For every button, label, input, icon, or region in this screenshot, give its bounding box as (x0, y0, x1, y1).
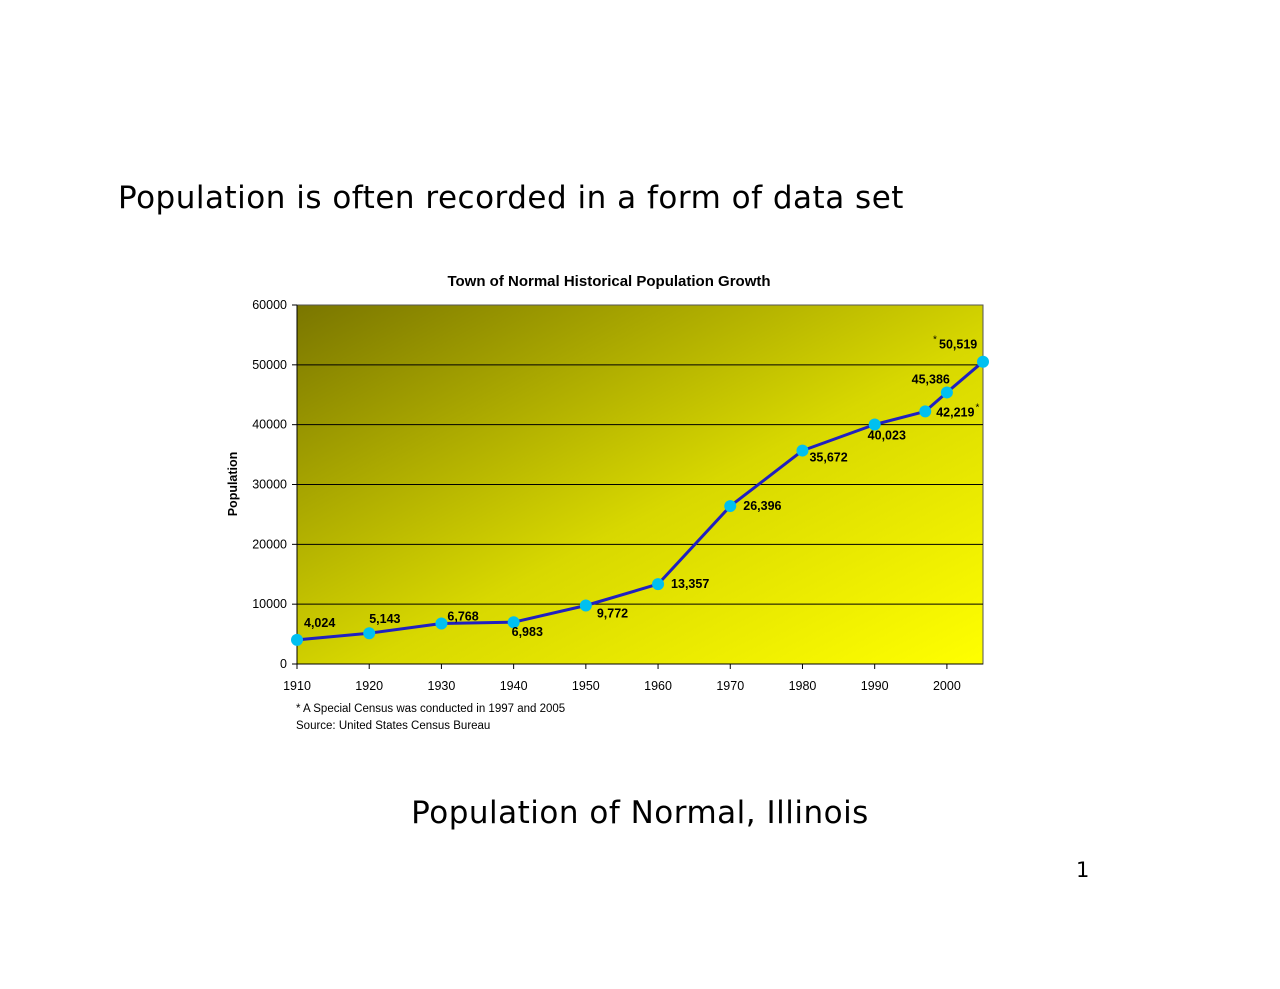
data-label: 50,519 (939, 338, 977, 352)
chart-footnotes: * A Special Census was conducted in 1997… (296, 703, 565, 732)
data-point (977, 355, 989, 368)
x-tick-label: 1960 (644, 679, 672, 693)
population-series: 4,024 5,143 6,768 6,983 9,772 13,357 26,396 35,… (291, 335, 989, 646)
y-tick-label: 40000 (252, 418, 287, 432)
x-tick-label: 1940 (500, 679, 528, 693)
page-number: 1 (1076, 858, 1090, 882)
population-line-chart: Town of Normal Historical Population Gro… (226, 273, 989, 732)
data-label: 35,672 (809, 451, 847, 465)
data-label: 4,024 (304, 616, 335, 630)
data-point (507, 616, 520, 629)
y-axis-title: Population (226, 452, 240, 517)
x-tick-label: 1980 (789, 679, 817, 693)
special-census-marker: * (933, 335, 937, 346)
data-point (291, 633, 303, 646)
x-tick-label: 1950 (572, 679, 600, 693)
gridlines (297, 364, 983, 605)
x-tick-label: 1910 (283, 679, 311, 693)
data-label: 26,396 (743, 499, 781, 513)
data-point (919, 405, 932, 418)
data-label: 5,143 (369, 612, 400, 626)
x-axis: 1910 1920 1930 1940 1950 1960 1970 1980 1990 2000 (283, 663, 983, 693)
x-tick-label: 1970 (716, 679, 744, 693)
y-tick-label: 10000 (252, 597, 287, 611)
data-point (363, 627, 376, 640)
y-tick-label: 20000 (252, 537, 287, 551)
slide-caption: Population of Normal, Illinois (411, 795, 869, 831)
x-tick-label: 2000 (933, 679, 961, 693)
data-label: 13,357 (671, 577, 709, 591)
special-census-marker: * (976, 402, 980, 413)
y-tick-label: 30000 (252, 478, 287, 492)
footnote: * A Special Census was conducted in 1997… (296, 703, 565, 715)
data-point (579, 599, 592, 612)
data-point (724, 500, 737, 513)
data-label: 40,023 (868, 429, 906, 443)
data-point (868, 418, 881, 431)
data-point (940, 386, 953, 399)
data-label: 42,219 (936, 405, 974, 419)
data-point (435, 617, 448, 630)
data-label: 6,768 (447, 610, 478, 624)
data-label: 45,386 (912, 372, 950, 386)
y-tick-label: 0 (280, 657, 287, 671)
data-point (796, 444, 809, 457)
footnote: Source: United States Census Bureau (296, 720, 490, 732)
slide-heading: Population is often recorded in a form o… (118, 180, 904, 216)
y-axis: 0 10000 20000 30000 40000 50000 60000 (252, 298, 298, 671)
x-tick-label: 1990 (861, 679, 889, 693)
chart-title: Town of Normal Historical Population Gro… (447, 273, 770, 290)
x-tick-label: 1930 (428, 679, 456, 693)
y-tick-label: 60000 (252, 298, 287, 312)
x-tick-label: 1920 (355, 679, 383, 693)
data-point (652, 578, 665, 591)
data-label: 9,772 (597, 607, 628, 621)
y-tick-label: 50000 (252, 358, 287, 372)
data-label: 6,983 (512, 625, 543, 639)
